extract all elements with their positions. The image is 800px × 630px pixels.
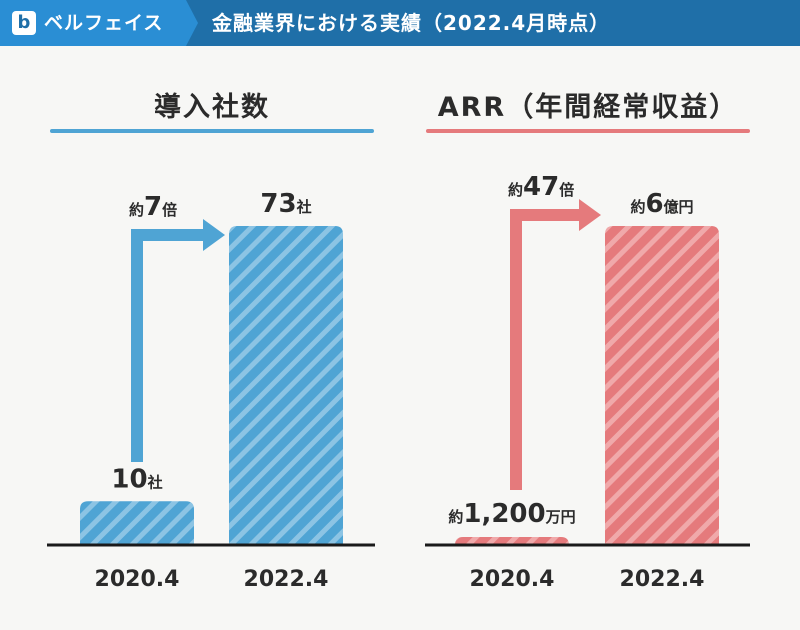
chart-title-arr: ARR（年間経常収益）: [437, 92, 739, 123]
growth-arrow-line-companies: [131, 229, 207, 462]
growth-arrow-line-arr: [510, 209, 583, 490]
growth-unit: 倍: [162, 201, 177, 219]
growth-prefix: 約: [508, 181, 523, 199]
brand-name: ベルフェイス: [44, 12, 164, 34]
chart-title-rule-companies: [50, 129, 374, 133]
data-label-arr-0: 約1,200万円: [448, 499, 575, 529]
bar-arr-2020.4: [455, 537, 569, 545]
growth-label-arr: 約47倍: [508, 172, 574, 202]
data-label-unit: 億円: [664, 198, 694, 216]
growth-arrow-head-companies: [203, 219, 225, 251]
data-label-unit: 社: [147, 473, 163, 491]
data-label-companies-1: 73社: [260, 189, 311, 219]
growth-prefix: 約: [129, 201, 144, 219]
bar-companies-2020.4: [80, 501, 194, 545]
growth-value: 47: [523, 172, 559, 202]
chart-title-companies: 導入社数: [154, 92, 270, 123]
growth-unit: 倍: [559, 181, 574, 199]
header-bar: b ベルフェイス 金融業界における実績（2022.4月時点）: [0, 0, 800, 46]
bar-companies-2022.4: [229, 226, 343, 545]
data-label-prefix: 約: [448, 508, 463, 526]
brand-tab-shape: [0, 0, 198, 46]
bellface-logo-icon: b: [12, 11, 36, 35]
growth-value: 7: [144, 192, 162, 222]
growth-arrow-head-arr: [579, 199, 601, 231]
chart-title-rule-arr: [426, 129, 750, 133]
x-tick-label-companies-1: 2022.4: [244, 567, 329, 592]
data-label-value: 73: [260, 189, 296, 219]
data-label-companies-0: 10社: [111, 464, 162, 494]
brand-tab: b ベルフェイス: [0, 0, 200, 46]
data-label-unit: 社: [296, 198, 312, 216]
x-tick-label-arr-0: 2020.4: [470, 567, 555, 592]
data-label-unit: 万円: [545, 508, 576, 526]
page-title: 金融業界における実績（2022.4月時点）: [212, 11, 611, 35]
data-label-value: 1,200: [463, 499, 545, 529]
data-label-arr-1: 約6億円: [630, 189, 693, 219]
bar-arr-2022.4: [605, 226, 719, 545]
data-label-value: 10: [111, 464, 147, 494]
x-tick-label-companies-0: 2020.4: [95, 567, 180, 592]
x-tick-label-arr-1: 2022.4: [620, 567, 705, 592]
data-label-value: 6: [645, 189, 663, 219]
growth-label-companies: 約7倍: [129, 192, 177, 222]
data-label-prefix: 約: [630, 198, 645, 216]
